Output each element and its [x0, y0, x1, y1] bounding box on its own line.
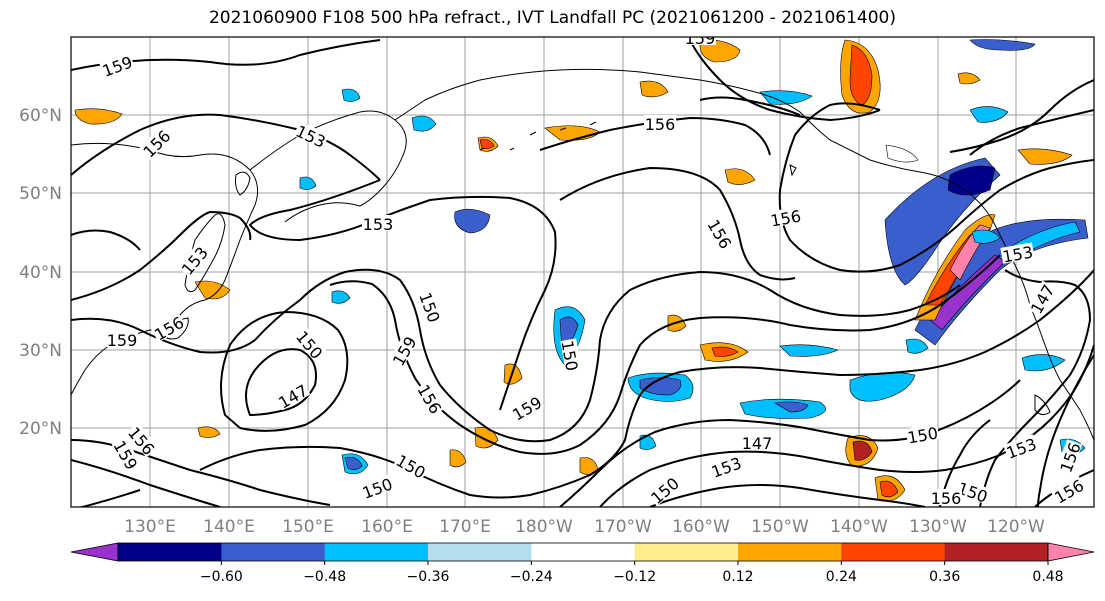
longitude-tick-label: 150°E [282, 517, 334, 537]
contour-label: 159 [685, 29, 716, 48]
colorbar-tick-label: 0.24 [826, 569, 857, 585]
longitude-tick-label: 120°W [987, 517, 1045, 537]
contour-label-bg [125, 422, 159, 458]
contour-label-bg [1050, 475, 1087, 506]
colorbar-tick-label: 0.12 [722, 569, 753, 585]
colorbar-tick-label: −0.60 [200, 569, 243, 585]
colorbar-frame [117, 542, 1049, 562]
colorbar-segment [738, 543, 842, 561]
contour-label-bg [388, 332, 419, 369]
colorbar-segment [634, 543, 739, 561]
colorbar-extend-low [70, 542, 119, 562]
height-contours [71, 39, 1094, 507]
contour-label-bg [646, 473, 682, 507]
colorbar-tick-label: −0.36 [407, 569, 450, 585]
contour-label-bg [560, 338, 582, 373]
contour-label-bg [1003, 434, 1039, 461]
longitude-tick-label: 160°W [672, 517, 730, 537]
colorbar-segment [324, 543, 429, 561]
contour-label-bg [293, 121, 330, 150]
latitude-tick-label: 50°N [19, 184, 62, 204]
longitude-tick-label: 160°E [361, 517, 413, 537]
contour-label-bg [417, 289, 444, 325]
colorbar-extend-high [1047, 542, 1095, 562]
contour-label-bg [705, 215, 736, 252]
contour-label-bg [106, 331, 138, 347]
longitude-tick-label: 140°E [203, 517, 255, 537]
colorbar-tick-label: −0.12 [613, 569, 656, 585]
contour-label: 156 [931, 489, 962, 508]
latitude-tick-labels: 60°N 50°N 40°N 30°N 20°N [19, 106, 62, 439]
contour-label-bg [359, 474, 395, 501]
contour-label-bg [905, 423, 940, 445]
contour-label-bg [741, 434, 773, 450]
contour-label-bg [508, 392, 545, 423]
longitude-tick-labels: 130°E 140°E 150°E 160°E 170°E 180°W 170°W 160°W… [124, 517, 1045, 537]
longitude-tick-label: 170°E [439, 517, 491, 537]
colorbar-segment [944, 543, 1049, 561]
map-title: 2021060900 F108 500 hPa refract., IVT La… [208, 8, 896, 28]
contour-label-bg [274, 380, 311, 411]
contour-label-bg [415, 380, 446, 417]
contour-label-bg [111, 436, 142, 473]
longitude-tick-label: 150°W [751, 517, 809, 537]
longitude-tick-label: 170°W [594, 517, 652, 537]
colorbar-tick-label: 0.48 [1032, 569, 1063, 585]
latitude-tick-label: 30°N [19, 341, 62, 361]
contour-label-bg [293, 326, 327, 362]
contour-label-bg [99, 52, 135, 79]
colorbar: −0.60 −0.48 −0.36 −0.24 −0.12 0.12 0.24 0.36 0.4… [70, 542, 1095, 585]
longitude-tick-label: 140°W [830, 517, 888, 537]
contour-label-bg [138, 125, 173, 160]
latitude-tick-label: 20°N [19, 419, 62, 439]
contour-label-bg [177, 242, 211, 278]
contour-label-bg [150, 312, 187, 343]
contour-label-bg [1026, 280, 1057, 317]
contour-label-bg [1056, 439, 1083, 475]
contour-label-bg [393, 450, 430, 481]
colorbar-tick-label: 0.36 [929, 569, 960, 585]
contour-label-bg [362, 215, 394, 231]
contour-label: 147 [742, 434, 773, 453]
latitude-tick-label: 60°N [19, 106, 62, 126]
contour-label-bg [708, 453, 744, 480]
contour-label-bg [1000, 242, 1035, 264]
contour-label-bg [930, 489, 962, 505]
colorbar-segment [841, 543, 946, 561]
colorbar-segment [221, 543, 326, 561]
colorbar-tick-label: −0.24 [510, 569, 553, 585]
contour-label: 156 [645, 115, 676, 134]
contour-label-bg [768, 206, 803, 228]
colorbar-segment [531, 543, 636, 561]
longitude-tick-label: 130°W [909, 517, 967, 537]
colorbar-segment [118, 543, 222, 561]
contour-label-bg [955, 478, 991, 505]
contour-label: 153 [363, 215, 394, 234]
colorbar-tick-label: −0.48 [303, 569, 346, 585]
latitude-tick-label: 40°N [19, 263, 62, 283]
colorbar-segment [428, 543, 532, 561]
map-frame [70, 36, 1095, 508]
contour-label: 159 [107, 331, 138, 350]
contour-label-bg [684, 37, 716, 45]
longitude-tick-label: 130°E [124, 517, 176, 537]
longitude-tick-label: 180°W [515, 517, 573, 537]
contour-label-bg [644, 115, 676, 131]
